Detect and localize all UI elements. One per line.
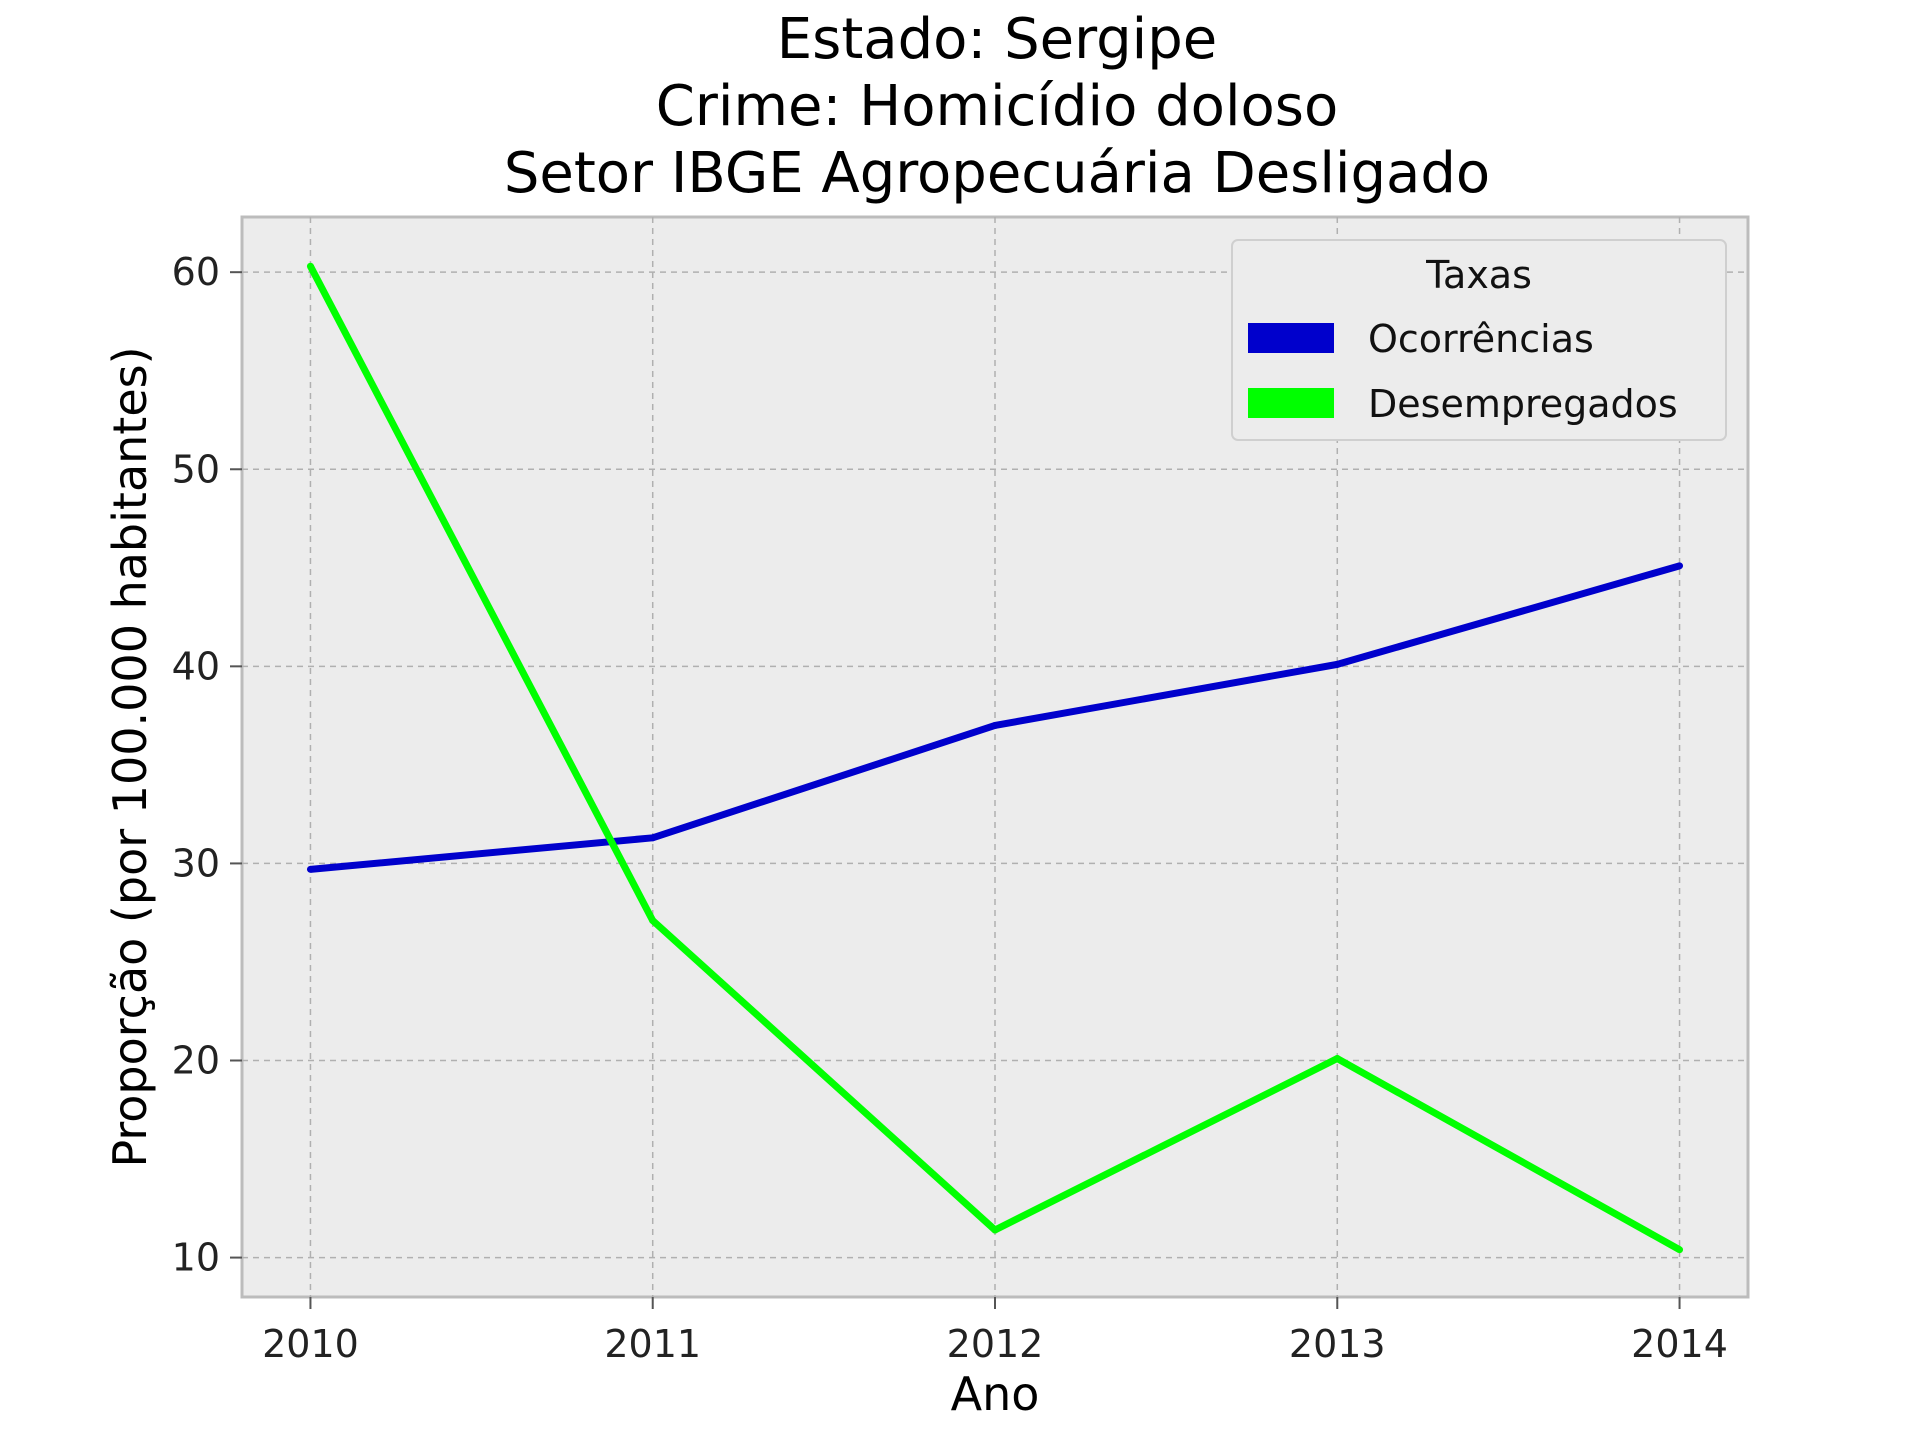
data-point-ocorrencias bbox=[649, 834, 657, 842]
title-line-2: Crime: Homicídio doloso bbox=[656, 74, 1338, 139]
axis-ticks: 2010 2011 2012 2013 2014 10 20 30 40 50 60 bbox=[172, 250, 1728, 1366]
data-point-desempregados bbox=[991, 1226, 999, 1234]
series-lines bbox=[306, 262, 1684, 1254]
y-tick-label: 10 bbox=[172, 1236, 220, 1280]
data-point-desempregados bbox=[649, 917, 657, 925]
title-line-1: Estado: Sergipe bbox=[777, 7, 1217, 72]
x-tick-label: 2010 bbox=[262, 1322, 359, 1366]
legend-swatch-desempregados bbox=[1248, 388, 1334, 418]
data-point-ocorrencias bbox=[991, 721, 999, 729]
legend-title: Taxas bbox=[1425, 253, 1532, 297]
y-tick-label: 40 bbox=[172, 644, 220, 688]
chart-title: Estado: Sergipe Crime: Homicídio doloso … bbox=[504, 7, 1490, 206]
legend-label-ocorrencias: Ocorrências bbox=[1368, 317, 1594, 361]
x-tick-label: 2011 bbox=[604, 1322, 701, 1366]
y-tick-label: 60 bbox=[172, 250, 220, 294]
data-point-ocorrencias bbox=[306, 865, 314, 873]
x-tick-label: 2014 bbox=[1631, 1322, 1728, 1366]
legend-swatch-ocorrencias bbox=[1248, 323, 1334, 353]
legend-box bbox=[1231, 239, 1727, 441]
data-point-ocorrencias bbox=[1676, 562, 1684, 570]
y-axis-label: Proporção (por 100.000 habitantes) bbox=[103, 346, 157, 1167]
y-tick-label: 20 bbox=[172, 1039, 220, 1083]
x-tick-label: 2013 bbox=[1289, 1322, 1386, 1366]
data-point-desempregados bbox=[306, 262, 314, 270]
y-tick-label: 30 bbox=[172, 841, 220, 885]
x-tick-label: 2012 bbox=[947, 1322, 1044, 1366]
y-tick-label: 50 bbox=[172, 447, 220, 491]
legend: Taxas Ocorrências Desempregados bbox=[1231, 239, 1727, 441]
data-point-desempregados bbox=[1676, 1246, 1684, 1254]
x-axis-label: Ano bbox=[951, 1367, 1040, 1421]
data-point-desempregados bbox=[1333, 1055, 1341, 1063]
title-line-3: Setor IBGE Agropecuária Desligado bbox=[504, 141, 1490, 206]
grid bbox=[242, 217, 1748, 1297]
legend-label-desempregados: Desempregados bbox=[1368, 382, 1678, 426]
data-point-ocorrencias bbox=[1333, 660, 1341, 668]
